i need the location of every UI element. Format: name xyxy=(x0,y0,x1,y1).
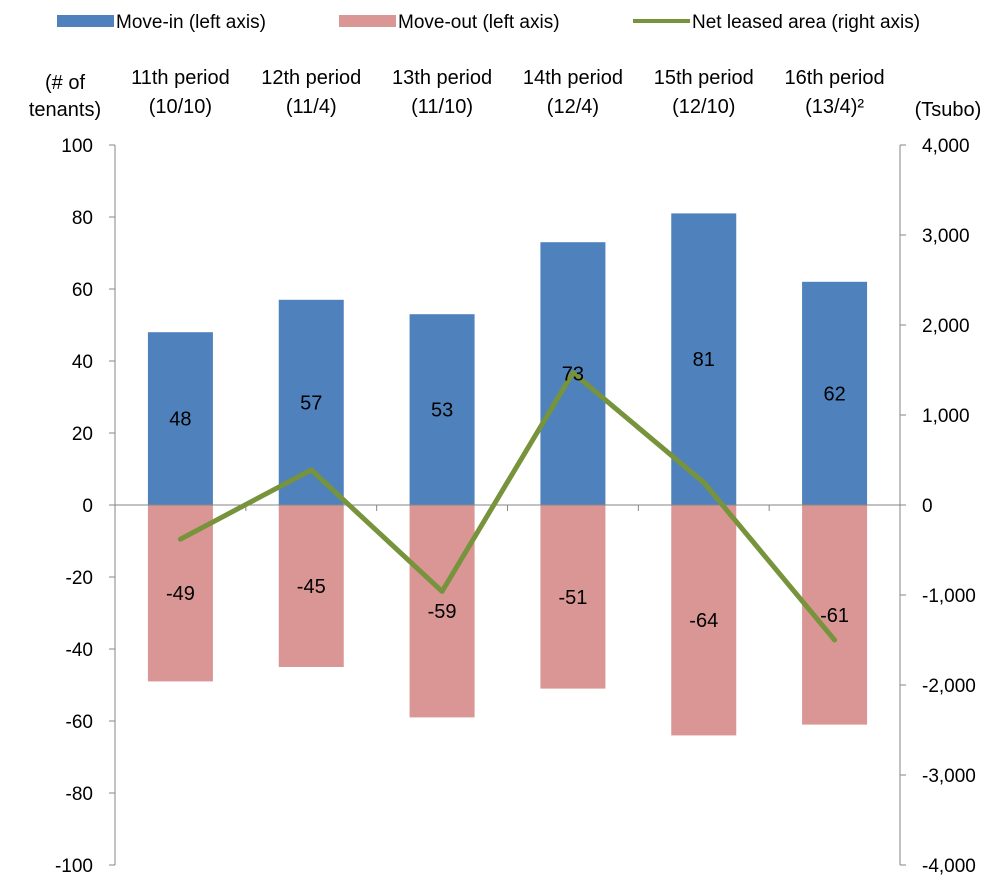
legend-swatch-1 xyxy=(57,15,114,27)
category-label-6-line-2: (13/4)² xyxy=(805,96,864,118)
move-out-bar-3 xyxy=(409,505,475,718)
category-label-3-line-1: 13th period xyxy=(392,67,492,89)
category-label-2-line-2: (11/4) xyxy=(286,96,337,118)
legend-label-3: Net leased area (right axis) xyxy=(692,12,920,33)
move-in-data-label-6: 62 xyxy=(823,383,845,405)
move-out-bar-1 xyxy=(147,505,213,682)
right-axis-tick-label-9: -4,000 xyxy=(922,856,976,876)
legend-swatch-2 xyxy=(339,15,396,27)
category-label-2-line-1: 12th period xyxy=(261,67,361,89)
left-axis-title-line-2: tenants) xyxy=(29,99,101,121)
category-label-1-line-2: (10/10) xyxy=(149,96,212,118)
move-out-data-label-3: -59 xyxy=(428,601,457,623)
move-out-data-label-4: -51 xyxy=(558,587,587,609)
category-label-5-line-1: 15th period xyxy=(654,67,754,89)
left-axis-tick-label-11: -100 xyxy=(55,856,93,876)
category-label-3-line-2: (11/10) xyxy=(411,96,473,118)
left-axis-tick-label-7: -20 xyxy=(66,568,93,589)
move-out-bar-5 xyxy=(671,505,737,736)
left-axis-title-line-1: (# of xyxy=(45,72,85,94)
move-out-bar-2 xyxy=(278,505,344,667)
move-out-data-label-6: -61 xyxy=(820,605,849,627)
right-axis-title: (Tsubo) xyxy=(915,99,982,121)
move-out-bar-4 xyxy=(540,505,606,689)
move-out-data-label-2: -45 xyxy=(297,576,326,598)
left-axis-tick-label-10: -80 xyxy=(66,784,93,805)
legend-label-1: Move-in (left axis) xyxy=(116,12,266,33)
category-label-4-line-1: 14th period xyxy=(523,67,623,89)
move-in-data-label-3: 53 xyxy=(431,400,453,422)
move-out-data-label-1: -49 xyxy=(166,583,195,605)
left-axis-tick-label-3: 60 xyxy=(72,280,93,301)
category-label-5-line-2: (12/10) xyxy=(672,96,735,118)
category-label-6-line-1: 16th period xyxy=(785,67,885,89)
left-axis-tick-label-4: 40 xyxy=(72,352,93,373)
legend-label-2: Move-out (left axis) xyxy=(398,12,560,33)
right-axis-tick-label-5: 0 xyxy=(922,496,933,517)
move-in-data-label-2: 57 xyxy=(300,392,322,414)
category-label-4-line-2: (12/4) xyxy=(547,96,599,118)
move-out-data-label-5: -64 xyxy=(689,610,718,632)
left-axis-tick-label-6: 0 xyxy=(82,496,93,517)
left-axis-tick-label-5: 20 xyxy=(72,424,93,445)
move-in-bar-3 xyxy=(409,314,475,505)
right-axis-tick-label-1: 4,000 xyxy=(922,136,970,157)
category-label-1-line-1: 11th period xyxy=(131,67,230,89)
left-axis-tick-label-8: -40 xyxy=(66,640,93,661)
left-axis-tick-label-2: 80 xyxy=(72,208,93,229)
net-leased-area-line xyxy=(177,370,838,643)
left-axis-tick-label-1: 100 xyxy=(61,136,93,157)
move-in-data-label-5: 81 xyxy=(693,349,715,371)
move-in-bar-6 xyxy=(802,281,868,505)
move-in-data-label-4: 73 xyxy=(562,364,584,386)
right-axis-tick-label-8: -3,000 xyxy=(922,766,976,787)
right-axis-tick-label-2: 3,000 xyxy=(922,226,970,247)
right-axis-tick-label-7: -2,000 xyxy=(922,676,976,697)
right-axis-tick-label-6: -1,000 xyxy=(922,586,976,607)
left-axis-tick-label-9: -60 xyxy=(66,712,93,733)
right-axis-tick-label-4: 1,000 xyxy=(922,406,970,427)
move-in-data-label-1: 48 xyxy=(169,409,191,431)
right-axis-tick-label-3: 2,000 xyxy=(922,316,970,337)
move-in-bar-5 xyxy=(671,213,737,505)
move-in-bar-1 xyxy=(147,332,213,505)
